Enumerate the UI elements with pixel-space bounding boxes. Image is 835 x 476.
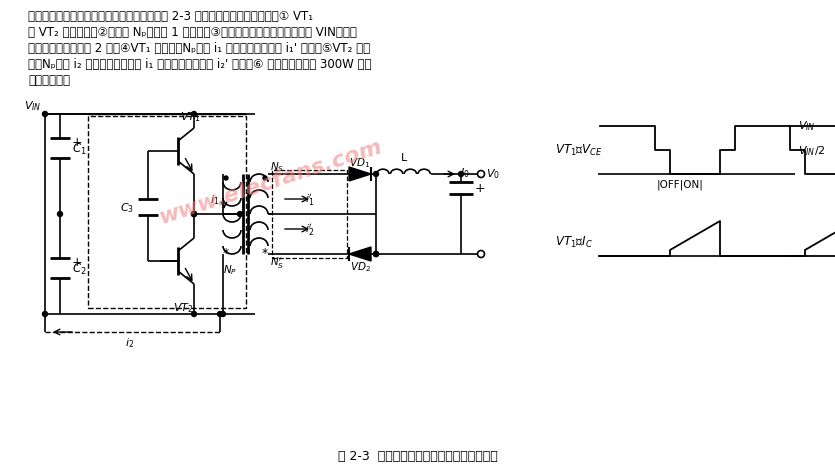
Text: $V_{IN}/2$: $V_{IN}/2$: [798, 144, 825, 158]
Circle shape: [373, 252, 378, 257]
Circle shape: [191, 212, 196, 217]
Circle shape: [224, 177, 228, 180]
Text: www.elecfans.com: www.elecfans.com: [156, 136, 384, 227]
Circle shape: [263, 177, 267, 180]
Circle shape: [373, 172, 378, 177]
Circle shape: [191, 312, 196, 317]
Circle shape: [191, 112, 196, 117]
Bar: [272, 170, 347, 258]
Text: |OFF|ON|: |OFF|ON|: [657, 179, 704, 190]
Text: $VT_1$: $VT_1$: [180, 110, 200, 124]
Text: L: L: [400, 153, 407, 163]
Circle shape: [373, 252, 378, 257]
Text: +: +: [72, 256, 83, 269]
Polygon shape: [349, 168, 371, 182]
Circle shape: [43, 112, 48, 117]
Text: $V_{IN}$: $V_{IN}$: [24, 99, 42, 113]
Circle shape: [373, 252, 378, 257]
Text: $N_S$: $N_S$: [270, 160, 284, 174]
Text: $VT_1$的$V_{CE}$: $VT_1$的$V_{CE}$: [555, 142, 603, 157]
Text: $C_2$: $C_2$: [72, 261, 87, 276]
Text: $i_2$: $i_2$: [125, 336, 134, 349]
Text: $N_S'$: $N_S'$: [270, 255, 284, 270]
Circle shape: [220, 312, 225, 317]
Text: 半桥方式开关电源典型电路及其工作波形如图 2-3 所示。半桥方式主要特点：① VT₁: 半桥方式开关电源典型电路及其工作波形如图 2-3 所示。半桥方式主要特点：① V…: [28, 10, 313, 23]
Circle shape: [58, 212, 63, 217]
Circle shape: [237, 212, 242, 217]
Text: 时，Nₚ流经 i₂ 电流，电流方向与 i₁ 相反，输出侧流经 i₂' 电流。⑥ 适用于输出功率 300W 以下: 时，Nₚ流经 i₂ 电流，电流方向与 i₁ 相反，输出侧流经 i₂' 电流。⑥ …: [28, 59, 372, 71]
Text: $i_1$: $i_1$: [210, 193, 220, 207]
Text: $VD_1$: $VD_1$: [350, 156, 371, 169]
Circle shape: [217, 312, 222, 317]
Circle shape: [191, 212, 196, 217]
Text: $VT_1$的$I_C$: $VT_1$的$I_C$: [555, 234, 593, 249]
Text: 和 VT₂ 交互导通；②变压器 Nₚ可以用 1 个线圈；③晶体管集电极与发射极电压为 VIN，晶体: 和 VT₂ 交互导通；②变压器 Nₚ可以用 1 个线圈；③晶体管集电极与发射极电…: [28, 27, 357, 40]
Text: $V_0$: $V_0$: [486, 167, 500, 180]
Text: $V_{IN}$: $V_{IN}$: [798, 119, 816, 133]
Bar: [88, 117, 246, 308]
Text: 的开关电源。: 的开关电源。: [28, 74, 70, 87]
Text: $VD_2$: $VD_2$: [350, 259, 371, 273]
Text: $i_2'$: $i_2'$: [305, 221, 314, 238]
Circle shape: [191, 212, 196, 217]
Polygon shape: [349, 248, 371, 261]
Circle shape: [43, 312, 48, 317]
Circle shape: [458, 172, 463, 177]
Text: +: +: [475, 182, 486, 195]
Text: $i_1'$: $i_1'$: [305, 192, 314, 208]
Text: *: *: [223, 246, 229, 259]
Text: $C_1$: $C_1$: [72, 141, 87, 156]
Text: $I_0$: $I_0$: [460, 166, 469, 179]
Text: *: *: [262, 246, 268, 259]
Text: $VT_2$: $VT_2$: [173, 300, 194, 314]
Text: +: +: [72, 136, 83, 149]
Text: 管电流是推挽方式的 2 倍；④VT₁ 导通时，Nₚ流经 i₁ 电流，输出侧流经 i₁' 电流；⑤VT₂ 导通: 管电流是推挽方式的 2 倍；④VT₁ 导通时，Nₚ流经 i₁ 电流，输出侧流经 …: [28, 42, 370, 55]
Text: $N_P$: $N_P$: [223, 262, 237, 276]
Text: $C_3$: $C_3$: [120, 201, 134, 215]
Text: 图 2-3  半桥方式开关电源电路及其工作波形: 图 2-3 半桥方式开关电源电路及其工作波形: [338, 449, 498, 463]
